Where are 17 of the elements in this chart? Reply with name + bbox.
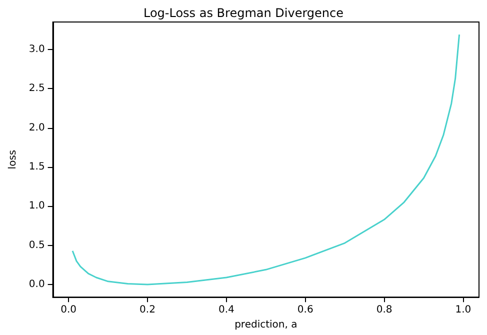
y-tick-label: 2.0 bbox=[28, 122, 45, 134]
y-axis-title: loss bbox=[8, 150, 18, 170]
x-axis-title: prediction, a bbox=[234, 320, 298, 330]
line-series bbox=[72, 34, 460, 286]
x-tick-label: 0.4 bbox=[218, 304, 234, 316]
y-tick-label: 0.5 bbox=[28, 240, 45, 251]
x-tick-label: 1.0 bbox=[455, 304, 472, 316]
x-tick-label: 0.2 bbox=[140, 304, 156, 316]
x-tick-label: 0.6 bbox=[297, 304, 314, 316]
y-tick-label: 3.0 bbox=[28, 44, 45, 55]
x-tick-label: 0.0 bbox=[60, 304, 77, 316]
y-tick-label: 1.0 bbox=[28, 200, 45, 212]
y-tick-label: 1.5 bbox=[28, 161, 45, 172]
chart-title: Log-Loss as Bregman Divergence bbox=[143, 6, 344, 20]
x-tick-label: 0.8 bbox=[376, 304, 392, 316]
y-tick-label: 0.0 bbox=[28, 279, 45, 290]
y-tick-label: 2.5 bbox=[28, 83, 45, 94]
